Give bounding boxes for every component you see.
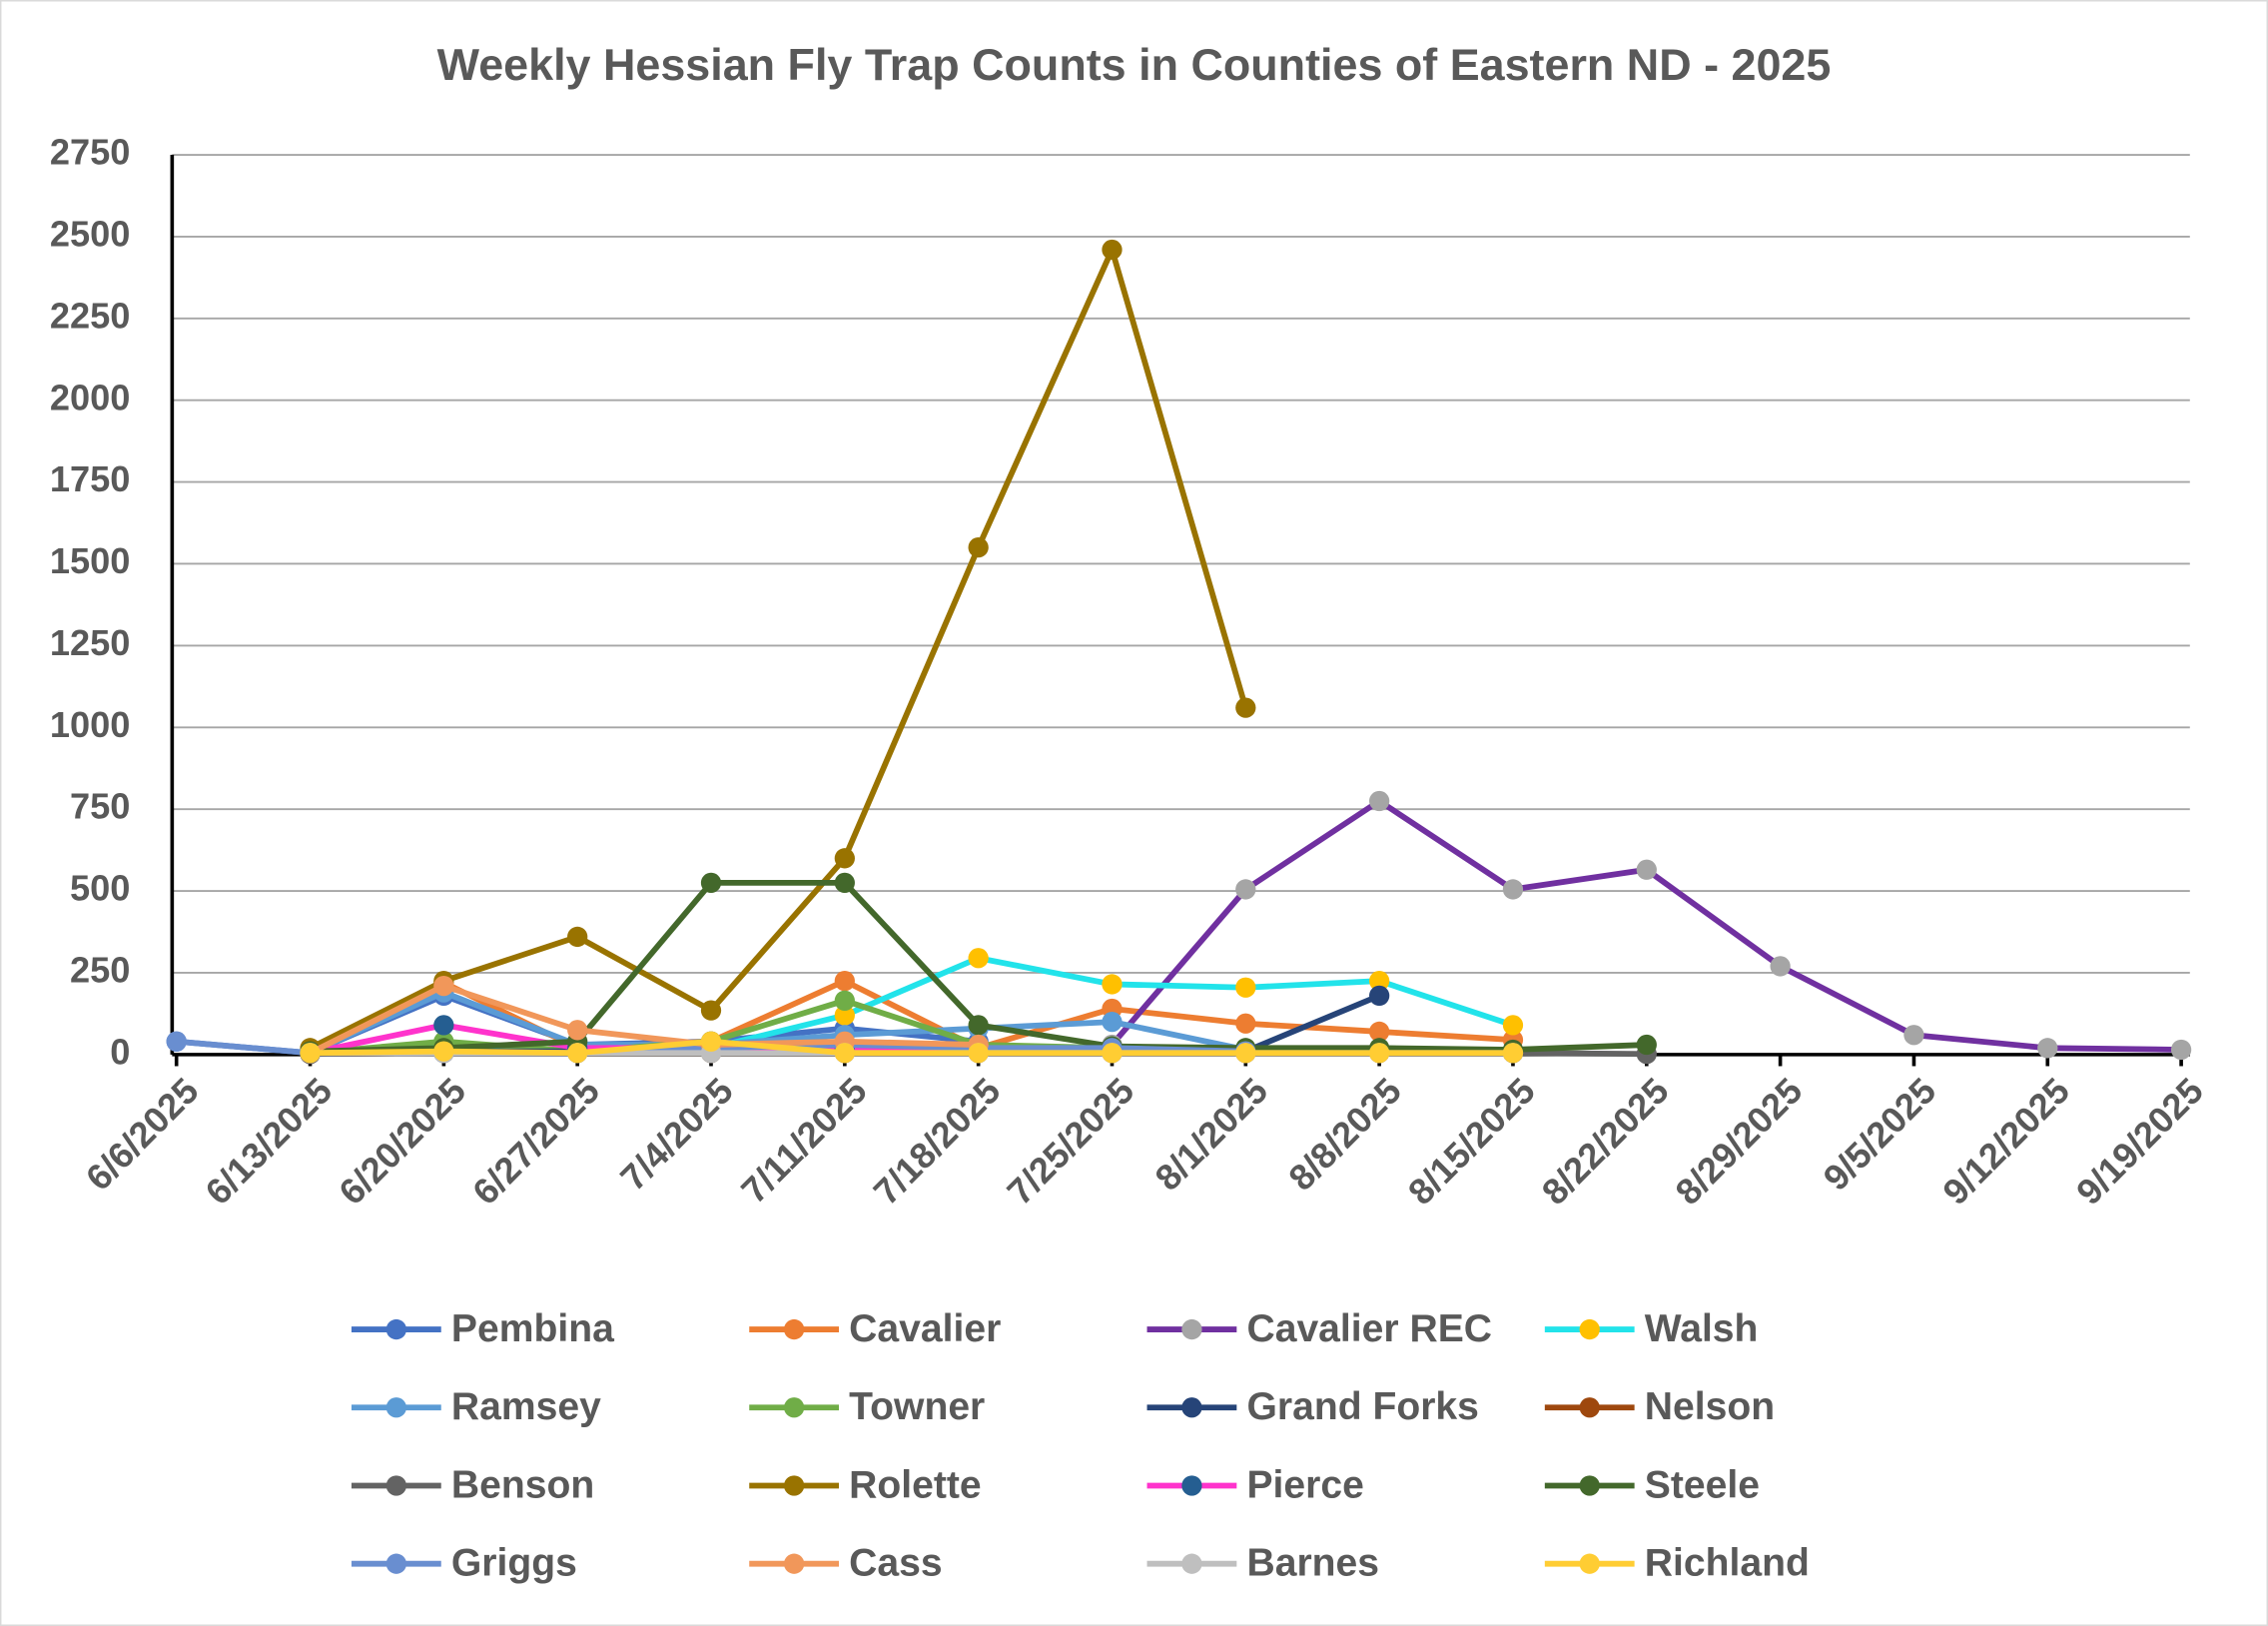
data-point [968,1043,989,1064]
legend-marker [1579,1553,1600,1574]
series-line [309,978,1514,1055]
data-point [834,1005,855,1026]
y-tick-label: 0 [110,1031,130,1072]
data-point [700,1000,722,1021]
data-point [166,1031,187,1052]
y-tick-label: 750 [70,786,130,827]
series-line [309,247,1249,1051]
data-point [1102,974,1123,995]
data-point [834,1043,855,1064]
y-tick-label: 1250 [50,622,131,663]
chart-title: Weekly Hessian Fly Trap Counts in Counti… [437,39,1832,90]
y-tick-label: 1000 [50,704,131,745]
data-point [1369,790,1390,812]
data-point [1502,879,1524,900]
data-point [1235,977,1256,998]
legend-label: Cass [849,1541,942,1584]
data-point [1903,1025,1924,1046]
y-tick-label: 2750 [50,132,131,173]
data-point [567,1043,588,1064]
y-tick-label: 1750 [50,458,131,499]
y-tick-label: 2500 [50,213,131,254]
data-point [1369,985,1390,1007]
data-point [700,872,722,894]
legend-label: Pembina [451,1307,614,1350]
legend-marker [1579,1475,1600,1496]
legend-marker [784,1553,805,1574]
y-tick-label: 2250 [50,295,131,336]
data-point [834,971,855,992]
data-point [968,948,989,969]
legend-label: Barnes [1246,1541,1379,1584]
legend-label: Griggs [451,1541,577,1584]
data-point [1636,859,1657,880]
data-point [1102,1043,1123,1064]
data-point [834,848,855,869]
y-tick-label: 500 [70,868,130,909]
data-point [1770,956,1791,977]
series-line [310,1038,1513,1057]
data-point [433,1015,454,1036]
legend-label: Walsh [1645,1307,1759,1350]
data-point [567,1020,588,1041]
data-point [1235,1013,1256,1034]
data-point [968,536,989,558]
data-point [1502,1043,1524,1064]
legend-marker [784,1318,805,1340]
y-tick-label: 2000 [50,377,131,417]
data-point [433,975,454,997]
y-tick-label: 1500 [50,540,131,581]
data-point [1369,971,1390,992]
legend-marker [1181,1318,1202,1340]
data-point [700,1031,722,1052]
series-line [309,983,979,1056]
legend-label: Cavalier [849,1307,1001,1350]
legend-marker [1579,1397,1600,1418]
legend-marker [385,1553,406,1574]
data-point [1369,1021,1390,1043]
legend-label: Nelson [1645,1385,1775,1428]
data-point [567,926,588,948]
legend-label: Rolette [849,1463,982,1506]
legend-marker [1181,1553,1202,1574]
legend-marker [1181,1397,1202,1418]
legend-marker [1579,1318,1600,1340]
data-point [968,1015,989,1036]
data-point [1102,239,1123,261]
legend-label: Richland [1645,1541,1810,1584]
legend-marker [385,1475,406,1496]
legend-marker [784,1475,805,1496]
legend-label: Towner [849,1385,985,1428]
data-point [300,1043,321,1064]
data-point [1369,1043,1390,1064]
legend-label: Grand Forks [1246,1385,1478,1428]
data-point [1235,697,1256,718]
legend-label: Ramsey [451,1385,601,1428]
legend-label: Steele [1645,1463,1760,1506]
y-tick-label: 250 [70,950,130,991]
data-point [1502,1015,1524,1036]
data-point [2170,1039,2192,1061]
data-point [1102,1011,1123,1033]
data-point [834,990,855,1011]
legend-marker [385,1397,406,1418]
legend-marker [385,1318,406,1340]
legend-label: Pierce [1246,1463,1363,1506]
data-point [1235,1043,1256,1064]
data-point [433,1041,454,1062]
legend-label: Benson [451,1463,594,1506]
legend-marker [1181,1475,1202,1496]
data-point [1636,1034,1657,1056]
data-point [834,872,855,894]
data-point [1235,879,1256,900]
legend-marker [784,1397,805,1418]
data-point [2037,1038,2058,1059]
legend-label: Cavalier REC [1246,1307,1492,1350]
